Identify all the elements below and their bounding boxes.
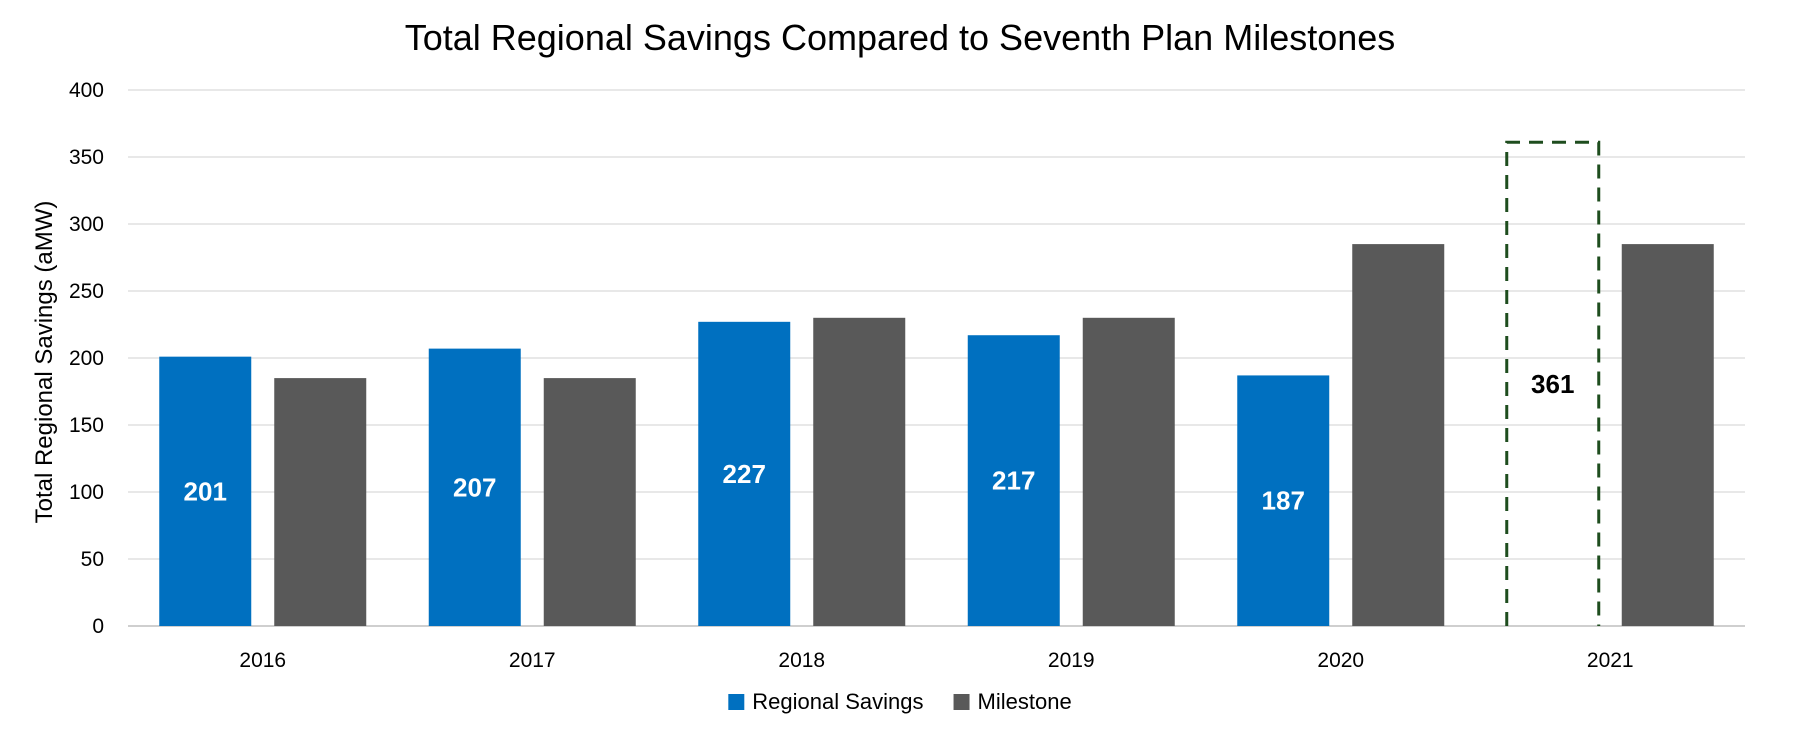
data-label-regional-savings-2016: 201	[184, 476, 227, 506]
bar-milestone-2018	[813, 317, 906, 626]
legend-swatch	[728, 694, 745, 710]
bar-milestone-2021	[1621, 244, 1714, 626]
bar-regional-savings-2018	[698, 321, 791, 626]
y-tick-label: 200	[69, 347, 104, 370]
data-label-projected-2021: 361	[1531, 369, 1574, 399]
x-tick-label: 2017	[509, 649, 556, 672]
y-tick-label: 350	[69, 146, 104, 169]
y-axis-label: Total Regional Savings (aMW)	[31, 201, 58, 524]
legend-swatch	[953, 694, 970, 710]
data-label-regional-savings-2018: 227	[723, 459, 766, 489]
y-tick-label: 400	[69, 79, 104, 102]
bar-milestone-2016	[274, 378, 367, 626]
bar-milestone-2020	[1352, 244, 1445, 626]
data-label-regional-savings-2019: 217	[992, 466, 1035, 496]
bar-regional-savings-2017	[428, 348, 521, 626]
x-tick-label: 2018	[778, 649, 825, 672]
x-tick-label: 2020	[1317, 649, 1364, 672]
x-tick-label: 2021	[1587, 649, 1634, 672]
data-label-regional-savings-2017: 207	[453, 472, 496, 502]
bar-regional-savings-2016	[159, 356, 252, 626]
x-tick-label: 2019	[1048, 649, 1095, 672]
y-tick-label: 100	[69, 481, 104, 504]
legend-label: Regional Savings	[752, 689, 923, 714]
gridlines	[128, 89, 1745, 627]
bar-milestone-2017	[543, 378, 636, 626]
bar-projected-2021	[1505, 140, 1601, 626]
y-tick-label: 0	[92, 615, 104, 638]
y-tick-label: 300	[69, 213, 104, 236]
y-tick-label: 50	[81, 548, 104, 571]
y-tick-label: 250	[69, 280, 104, 303]
legend: Regional Savings Milestone	[728, 689, 1072, 714]
legend-label: Milestone	[978, 689, 1072, 714]
data-label-regional-savings-2020: 187	[1262, 486, 1305, 516]
bar-regional-savings-2020	[1237, 375, 1330, 626]
chart-title: Total Regional Savings Compared to Seven…	[405, 17, 1396, 58]
x-axis-ticks: 2016 2017 2018 2019 2020 2021	[239, 649, 1633, 672]
bar-regional-savings-2019	[967, 335, 1060, 626]
y-axis-ticks: 0 50 100 150 200 250 300 350 400	[69, 79, 104, 638]
bar-milestone-2019	[1082, 317, 1175, 626]
y-tick-label: 150	[69, 414, 104, 437]
bars: 201 207 227 217 187 361	[159, 140, 1714, 626]
x-tick-label: 2016	[239, 649, 286, 672]
